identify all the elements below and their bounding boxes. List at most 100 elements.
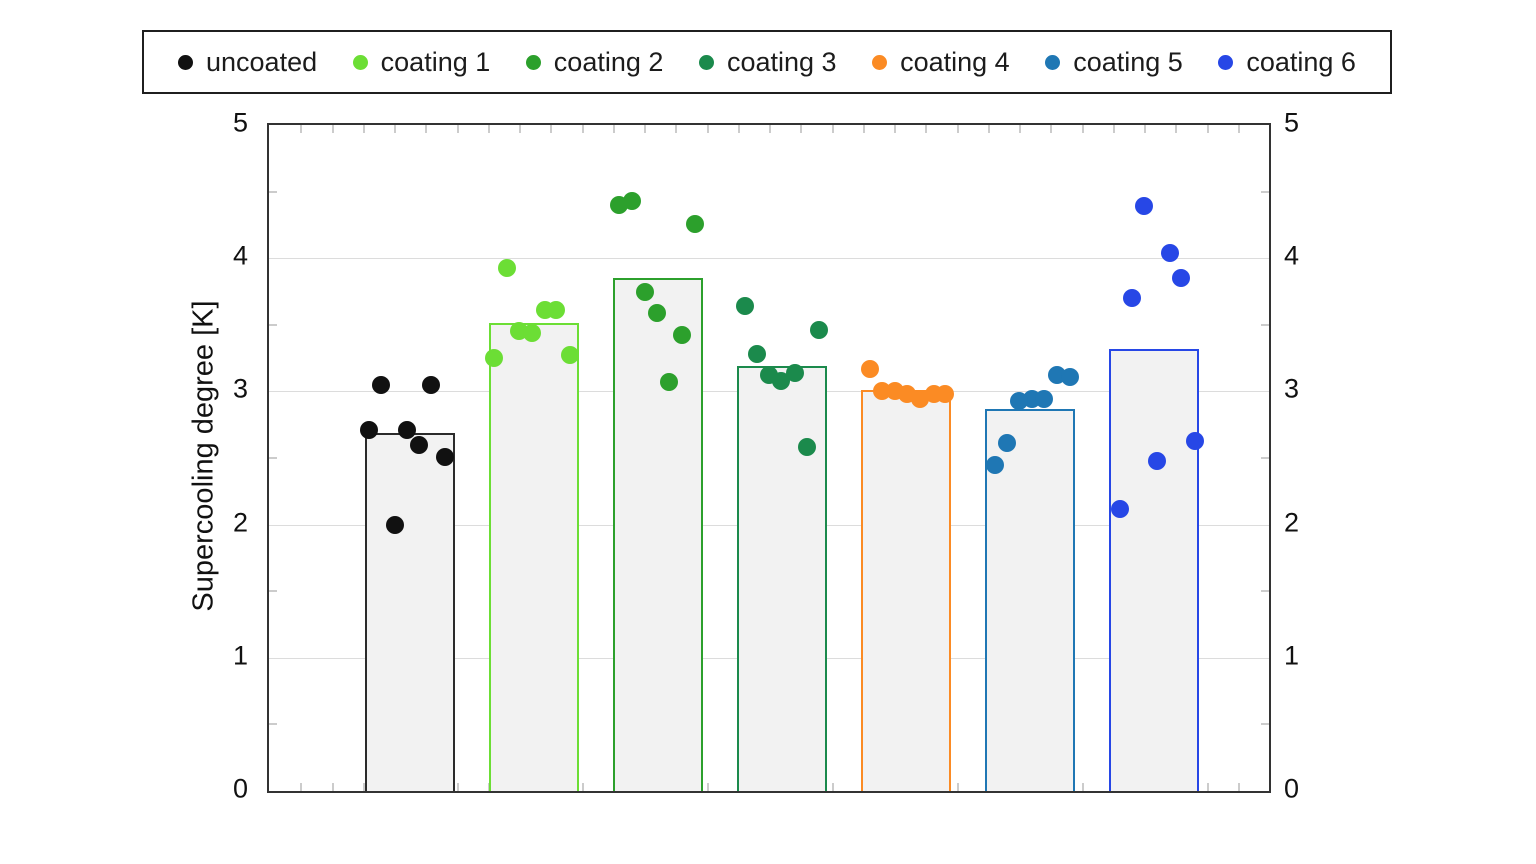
bar-coating-1 [489, 323, 579, 791]
x-minor-tick [1144, 125, 1146, 133]
x-minor-tick [487, 125, 490, 133]
y-tick-label-right-5: 5 [1284, 107, 1300, 138]
x-minor-tick [956, 783, 959, 791]
bar-coating-5 [985, 408, 1075, 791]
y-minor-tick [269, 457, 277, 459]
x-minor-tick [1019, 125, 1021, 133]
x-minor-tick [1237, 783, 1240, 791]
x-minor-tick [300, 125, 303, 133]
y-tick-label-right-4: 4 [1284, 240, 1300, 271]
x-minor-tick [487, 783, 490, 791]
x-minor-tick [300, 783, 303, 791]
legend-dot-icon [178, 54, 193, 70]
legend-dot-icon [1218, 54, 1234, 70]
x-minor-tick [1237, 125, 1240, 133]
y-tick-label-left-0: 0 [232, 773, 248, 804]
x-minor-tick [1081, 125, 1084, 133]
legend-item-label: coating 6 [1246, 46, 1356, 77]
legend-item-label: coating 3 [726, 46, 837, 77]
scatter-point-coating-4 [936, 385, 954, 404]
legend-item-coating-2: coating 2 [525, 46, 664, 77]
legend-item-coating-6: coating 6 [1218, 46, 1356, 77]
bar-uncoated [365, 432, 455, 791]
scatter-point-coating-2 [686, 214, 704, 233]
legend-item-coating-4: coating 4 [872, 46, 1010, 77]
scatter-point-coating-2 [610, 195, 628, 214]
scatter-point-coating-5 [1061, 367, 1079, 386]
x-minor-tick [425, 125, 428, 133]
x-minor-tick [581, 125, 584, 133]
y-minor-tick [269, 590, 277, 593]
x-minor-tick [1175, 125, 1178, 133]
x-minor-tick [550, 125, 553, 133]
y-tick-label-left-4: 4 [232, 240, 248, 271]
y-minor-tick [1261, 190, 1269, 193]
x-minor-tick [581, 783, 584, 791]
x-minor-tick [706, 783, 709, 791]
x-minor-tick [362, 783, 365, 791]
scatter-point-coating-5 [1035, 390, 1053, 409]
scatter-point-coating-3 [810, 321, 828, 340]
x-minor-tick [769, 125, 771, 133]
y-minor-tick [1261, 323, 1269, 326]
scatter-point-uncoated [410, 435, 428, 454]
scatter-point-coating-3 [748, 345, 766, 364]
legend-item-label: coating 4 [900, 46, 1010, 77]
scatter-point-coating-5 [986, 455, 1004, 474]
x-minor-tick [925, 125, 928, 133]
y-tick-label-right-2: 2 [1284, 507, 1300, 538]
x-minor-tick [519, 125, 521, 133]
scatter-point-coating-6 [1111, 499, 1129, 518]
y-tick-label-right-0: 0 [1284, 773, 1300, 804]
scatter-point-coating-4 [911, 390, 929, 409]
scatter-point-uncoated [372, 375, 390, 394]
x-minor-tick [737, 125, 740, 133]
scatter-point-coating-3 [786, 363, 804, 382]
scatter-point-coating-5 [998, 434, 1016, 453]
y-tick-label-right-3: 3 [1284, 373, 1300, 404]
x-minor-tick [675, 125, 678, 133]
plot-area [267, 123, 1271, 793]
legend-item-label: coating 5 [1073, 46, 1183, 77]
x-minor-tick [831, 783, 834, 791]
y-minor-tick [269, 190, 277, 193]
scatter-point-uncoated [422, 375, 440, 394]
y-minor-tick [1261, 590, 1269, 593]
scatter-point-coating-3 [736, 297, 754, 316]
legend-dot-icon [698, 54, 714, 70]
y-axis-title: Supercooling degree [K] [187, 300, 220, 612]
scatter-point-uncoated [360, 421, 378, 440]
scatter-point-coating-1 [523, 323, 541, 342]
x-minor-tick [894, 125, 896, 133]
x-minor-tick [831, 125, 834, 133]
scatter-point-coating-3 [798, 438, 816, 457]
x-minor-tick [862, 125, 865, 133]
legend-item-label: coating 2 [553, 46, 664, 77]
scatter-point-coating-4 [861, 359, 879, 378]
y-tick-label-left-3: 3 [232, 373, 248, 404]
x-minor-tick [956, 125, 959, 133]
x-minor-tick [644, 125, 646, 133]
scatter-point-coating-6 [1161, 243, 1179, 262]
legend-item-coating-3: coating 3 [698, 46, 837, 77]
x-minor-tick [456, 783, 459, 791]
legend: uncoated coating 1 coating 2 coating 3 coati… [142, 30, 1392, 94]
legend-item-label: coating 1 [380, 46, 491, 77]
bar-coating-3 [737, 366, 827, 791]
gridline-y-4 [269, 258, 1269, 260]
scatter-point-coating-5 [1010, 391, 1028, 410]
x-minor-tick [612, 125, 615, 133]
scatter-point-coating-6 [1172, 269, 1190, 288]
legend-dot-icon [1045, 54, 1061, 70]
legend-dot-icon [525, 54, 541, 70]
x-minor-tick [331, 783, 334, 791]
legend-item-uncoated: uncoated [178, 48, 317, 76]
scatter-point-coating-2 [648, 303, 666, 322]
scatter-point-uncoated [398, 421, 416, 440]
x-minor-tick [800, 125, 803, 133]
legend-dot-icon [352, 54, 368, 70]
scatter-point-coating-1 [485, 349, 503, 368]
y-tick-label-left-5: 5 [232, 107, 248, 138]
x-minor-tick [1050, 125, 1053, 133]
scatter-point-uncoated [436, 447, 454, 466]
